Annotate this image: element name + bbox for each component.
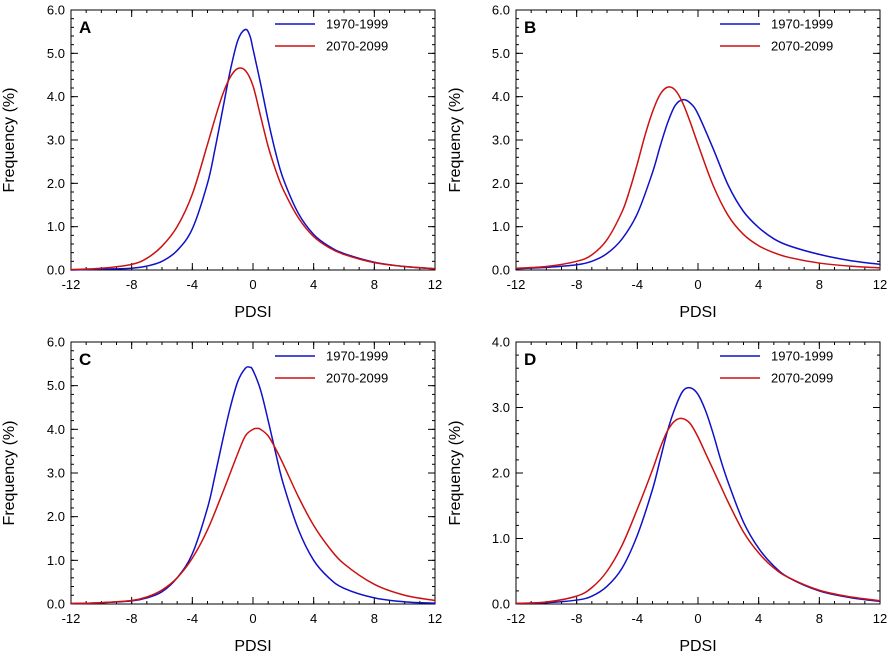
panel-d: -12 -8 -4 0 4 8 12 0.0 1.0 2.0 3.0 4.0 PDSI Frequency…: [447, 335, 887, 656]
y-tick-label: 0.0: [47, 263, 65, 278]
legend-label: 1970-1999: [771, 349, 833, 364]
x-axis-title: PDSI: [679, 304, 716, 321]
x-tick-label: 12: [428, 277, 442, 292]
x-axis-title: PDSI: [679, 638, 716, 655]
x-tick-label: 4: [755, 611, 762, 626]
y-tick-label: 3.0: [492, 133, 510, 148]
legend-label: 1970-1999: [326, 349, 388, 364]
x-tick-label: 8: [816, 277, 823, 292]
series-line-2070-2099: [515, 417, 881, 605]
y-tick-label: 6.0: [492, 3, 510, 18]
series-line-1970-1999: [515, 386, 881, 605]
x-tick-label: -4: [632, 277, 644, 292]
y-axis-title: Frequency (%): [447, 421, 464, 526]
y-axis-title: Frequency (%): [1, 421, 18, 526]
x-tick-label: -4: [187, 277, 199, 292]
y-tick-label: 5.0: [492, 46, 510, 61]
x-tick-label: -8: [571, 277, 583, 292]
x-axis-title: PDSI: [234, 638, 271, 655]
x-tick-label: 8: [371, 611, 378, 626]
x-tick-label: -4: [632, 611, 644, 626]
x-tick-label: 0: [249, 611, 256, 626]
series-line-1970-1999: [70, 366, 436, 605]
y-tick-label: 5.0: [47, 46, 65, 61]
y-tick-label: 5.0: [47, 378, 65, 393]
legend-label: 2070-2099: [771, 371, 833, 386]
legend-label: 2070-2099: [326, 371, 388, 386]
panel-letter: D: [524, 350, 536, 369]
y-tick-label: 2.0: [492, 176, 510, 191]
y-tick-label: 1.0: [47, 219, 65, 234]
x-tick-label: 4: [755, 277, 762, 292]
panel-b: -12 -8 -4 0 4 8 12 0.0 1.0 2.0 3.0 4.0 5.0 6.0 PDSI Fre…: [447, 3, 887, 322]
series-line-2070-2099: [515, 86, 881, 270]
y-tick-label: 3.0: [492, 400, 510, 415]
y-tick-label: 2.0: [47, 176, 65, 191]
series-line-2070-2099: [70, 67, 436, 271]
panel-letter: A: [79, 18, 91, 37]
y-tick-label: 1.0: [47, 553, 65, 568]
panel-c: -12 -8 -4 0 4 8 12 0.0 1.0 2.0 3.0 4.0 5.0 6.0 PDSI Fre…: [1, 335, 442, 656]
y-tick-label: 4.0: [492, 89, 510, 104]
x-tick-label: 0: [249, 277, 256, 292]
x-tick-label: -8: [126, 277, 138, 292]
y-tick-label: 0.0: [47, 597, 65, 612]
legend-label: 1970-1999: [771, 17, 833, 32]
panel-letter: B: [524, 18, 536, 37]
y-tick-label: 3.0: [47, 466, 65, 481]
x-tick-label: -12: [62, 611, 81, 626]
legend-label: 2070-2099: [326, 39, 388, 54]
x-tick-label: 0: [694, 277, 701, 292]
x-tick-label: 4: [310, 611, 317, 626]
y-tick-label: 4.0: [492, 335, 510, 350]
x-tick-label: 12: [873, 611, 887, 626]
series-line-1970-1999: [515, 98, 881, 270]
y-axis-title: Frequency (%): [447, 88, 464, 193]
x-tick-label: 0: [694, 611, 701, 626]
x-tick-label: -12: [62, 277, 81, 292]
y-tick-label: 6.0: [47, 335, 65, 350]
panel-a: -12 -8 -4 0 4 8 12 0.0 1.0 2.0 3.0 4.0 5.0 6.0 PDSI Fre…: [1, 3, 442, 322]
x-tick-label: 4: [310, 277, 317, 292]
series-line-2070-2099: [70, 427, 436, 605]
y-tick-label: 4.0: [47, 89, 65, 104]
y-tick-label: 1.0: [492, 531, 510, 546]
y-tick-label: 6.0: [47, 3, 65, 18]
x-tick-label: 8: [371, 277, 378, 292]
series-line-1970-1999: [70, 28, 436, 271]
x-axis-title: PDSI: [234, 304, 271, 321]
x-tick-label: 8: [816, 611, 823, 626]
x-tick-label: -12: [507, 277, 526, 292]
x-tick-label: -8: [571, 611, 583, 626]
y-tick-label: 3.0: [47, 133, 65, 148]
legend-label: 1970-1999: [326, 17, 388, 32]
y-tick-label: 0.0: [492, 597, 510, 612]
y-tick-label: 2.0: [47, 509, 65, 524]
x-tick-label: -12: [507, 611, 526, 626]
x-tick-label: 12: [873, 277, 887, 292]
x-tick-label: -8: [126, 611, 138, 626]
y-tick-label: 4.0: [47, 422, 65, 437]
y-axis-title: Frequency (%): [1, 88, 18, 193]
legend-label: 2070-2099: [771, 39, 833, 54]
y-tick-label: 2.0: [492, 466, 510, 481]
y-tick-label: 0.0: [492, 263, 510, 278]
y-tick-label: 1.0: [492, 219, 510, 234]
x-tick-label: -4: [187, 611, 199, 626]
x-tick-label: 12: [428, 611, 442, 626]
panel-letter: C: [79, 350, 91, 369]
